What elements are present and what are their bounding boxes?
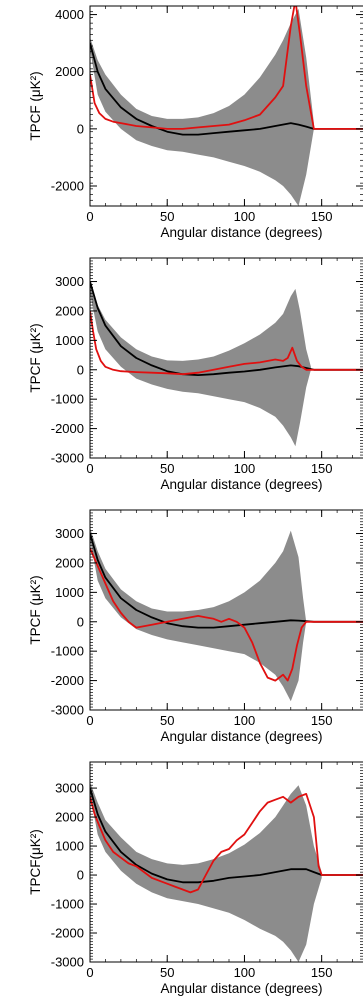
y-tick-label: -2000 <box>51 179 84 194</box>
series-line-mean <box>90 281 363 376</box>
y-tick-label: -2000 <box>51 421 84 436</box>
y-tick-label: 2000 <box>55 303 84 318</box>
y-tick-label: 3000 <box>55 781 84 796</box>
variance-band <box>90 8 314 206</box>
series-line-data <box>90 793 363 894</box>
chart-svg: -3000 -2000 -1000 0 1000 2000 3000 0 50 100 150Ang… <box>28 509 363 744</box>
x-tick-label: 0 <box>86 209 93 224</box>
x-tick-label: 0 <box>86 461 93 476</box>
y-tick-label: 3000 <box>55 274 84 289</box>
y-tick-label: 0 <box>77 121 84 136</box>
x-tick-label: 50 <box>160 461 174 476</box>
y-tick-label: -2000 <box>51 673 84 688</box>
x-tick-label: 150 <box>311 461 333 476</box>
x-axis-label: Angular distance (degrees) <box>160 477 322 492</box>
y-tick-label: -3000 <box>51 451 84 466</box>
x-tick-label: 50 <box>160 713 174 728</box>
x-tick-label: 50 <box>160 965 174 980</box>
y-tick-label: 0 <box>77 614 84 629</box>
x-tick-label: 50 <box>160 209 174 224</box>
variance-band <box>90 527 307 702</box>
y-axis-label: TPCF (μK²) <box>28 575 43 644</box>
y-tick-label: 2000 <box>55 555 84 570</box>
x-axis-label: Angular distance (degrees) <box>160 981 322 996</box>
y-tick-label: -1000 <box>51 897 84 912</box>
x-tick-label: 150 <box>311 713 333 728</box>
variance-band <box>90 782 322 962</box>
x-tick-label: 0 <box>86 713 93 728</box>
y-tick-label: 2000 <box>55 64 84 79</box>
x-axis-label: Angular distance (degrees) <box>160 729 322 744</box>
y-tick-label: 3000 <box>55 526 84 541</box>
series-line-mean <box>90 533 363 629</box>
variance-band <box>90 281 311 447</box>
y-axis-label: TPCF (μK²) <box>28 71 43 140</box>
x-tick-label: 100 <box>234 209 256 224</box>
series-line-data <box>90 547 363 682</box>
series-line-data <box>90 6 363 130</box>
x-tick-label: 100 <box>234 461 256 476</box>
y-tick-label: 1000 <box>55 585 84 600</box>
x-tick-label: 0 <box>86 965 93 980</box>
y-tick-label: -1000 <box>51 644 84 659</box>
y-tick-label: -3000 <box>51 955 84 970</box>
x-tick-label: 100 <box>234 965 256 980</box>
y-tick-label: 4000 <box>55 7 84 22</box>
chart-panel-1: -2000 0 2000 4000 0 50 100 150 Angular distance … <box>0 0 363 250</box>
series-line-mean <box>90 42 363 136</box>
chart-svg: -3000 -2000 -1000 0 1000 2000 3000 0 50 100 150Ang… <box>28 257 363 492</box>
y-tick-label: 2000 <box>55 810 84 825</box>
y-tick-label: 0 <box>77 868 84 883</box>
y-tick-label: -1000 <box>51 392 84 407</box>
chart-panel-2: -3000 -2000 -1000 0 1000 2000 3000 0 50 100 150 Ang… <box>0 252 363 502</box>
x-tick-label: 150 <box>311 965 333 980</box>
y-axis-label: TPCF (μK²) <box>28 323 43 392</box>
x-axis-label: Angular distance (degrees) <box>160 225 322 240</box>
y-tick-label: -2000 <box>51 926 84 941</box>
chart-panel-3: -3000 -2000 -1000 0 1000 2000 3000 0 50 100 150 Ang… <box>0 504 363 754</box>
chart-panel-4: -3000 -2000 -1000 0 1000 2000 3000 0 50 100 150 Ang… <box>0 756 363 1003</box>
x-tick-label: 150 <box>311 209 333 224</box>
y-tick-label: 1000 <box>55 333 84 348</box>
series-line-data <box>90 310 363 376</box>
y-tick-label: 0 <box>77 362 84 377</box>
chart-svg: -3000 -2000 -1000 0 1000 2000 3000 0 50 100 150Ang… <box>28 761 363 996</box>
y-tick-label: -3000 <box>51 703 84 718</box>
series-line-mean <box>90 787 363 884</box>
x-tick-label: 100 <box>234 713 256 728</box>
y-axis-label: TPCF(μK²) <box>28 829 43 895</box>
y-tick-label: 1000 <box>55 839 84 854</box>
